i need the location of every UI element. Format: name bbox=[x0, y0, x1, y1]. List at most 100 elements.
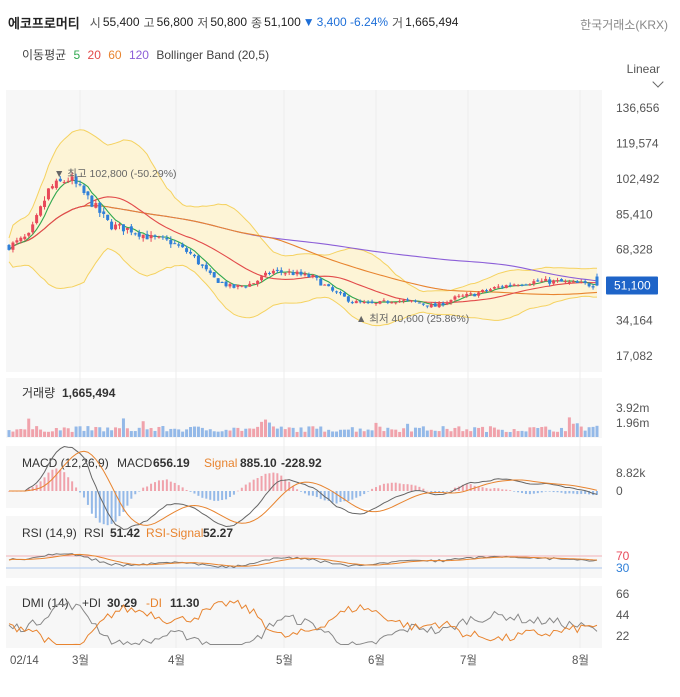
candle-body bbox=[7, 245, 11, 250]
rsi-signal-value: 52.27 bbox=[203, 526, 233, 540]
volume-bar bbox=[370, 430, 374, 437]
candle-body bbox=[342, 292, 346, 297]
macd-hist-bar bbox=[513, 491, 516, 492]
candle-body bbox=[492, 287, 496, 289]
volume-bar bbox=[327, 429, 331, 437]
candle-body bbox=[58, 178, 62, 182]
macd-hist-bar bbox=[477, 486, 480, 491]
volume-bar bbox=[35, 426, 39, 437]
macd-hist-bar bbox=[300, 491, 303, 492]
candle-body bbox=[23, 236, 27, 240]
volume-bar bbox=[31, 429, 35, 437]
macd-hist-bar bbox=[177, 485, 180, 491]
macd-hist-bar bbox=[126, 491, 129, 506]
macd-hist-bar bbox=[331, 491, 334, 503]
volume-bar bbox=[74, 426, 78, 437]
macd-hist-bar bbox=[232, 491, 235, 495]
candle-body bbox=[173, 243, 177, 245]
candle-body bbox=[559, 279, 563, 282]
volume-bar bbox=[50, 431, 54, 437]
candle-body bbox=[540, 280, 544, 282]
volume-bar bbox=[271, 426, 275, 437]
volume-bar bbox=[583, 430, 587, 437]
macd-hist-bar bbox=[43, 477, 46, 491]
volume-bar bbox=[66, 428, 70, 437]
high-label: 고 bbox=[143, 15, 155, 30]
volume-bar bbox=[137, 427, 141, 437]
volume-bar bbox=[394, 429, 398, 437]
volume-value: 1,665,494 bbox=[405, 15, 459, 29]
candle-body bbox=[575, 281, 579, 283]
macd-hist-bar bbox=[327, 491, 330, 501]
scale-dropdown[interactable]: Linear bbox=[627, 62, 664, 88]
macd-hist-bar bbox=[114, 491, 117, 522]
candle-body bbox=[121, 224, 125, 232]
volume-bar bbox=[181, 431, 185, 437]
macd-hist-bar bbox=[517, 491, 520, 493]
macd-hist-bar bbox=[461, 484, 464, 491]
volume-bar bbox=[532, 427, 536, 437]
price-tick-label: 34,164 bbox=[616, 314, 653, 328]
macd-hist-bar bbox=[272, 472, 275, 491]
volume-bar bbox=[117, 428, 121, 437]
volume-bar bbox=[248, 428, 252, 437]
volume-bar bbox=[192, 426, 196, 437]
macd-hist-bar bbox=[426, 490, 429, 492]
volume-bar bbox=[145, 429, 149, 437]
macd-hist-bar bbox=[79, 491, 82, 493]
macd-hist-bar bbox=[465, 484, 468, 491]
x-axis-label: 7월 bbox=[460, 654, 477, 667]
volume-bar bbox=[417, 427, 421, 437]
volume-bar bbox=[548, 429, 552, 437]
volume-bar bbox=[508, 431, 512, 437]
x-axis-label: 6월 bbox=[368, 654, 385, 667]
macd-hist-bar bbox=[31, 487, 34, 491]
macd-hist-bar bbox=[213, 491, 216, 501]
volume-bar bbox=[378, 426, 382, 437]
candle-body bbox=[192, 254, 196, 257]
macd-hist-bar bbox=[90, 491, 93, 514]
macd-hist-bar bbox=[205, 491, 208, 499]
volume-bar bbox=[342, 429, 346, 437]
macd-hist-bar bbox=[568, 491, 571, 494]
volume-title: 거래량 bbox=[22, 386, 55, 400]
candle-body bbox=[94, 203, 98, 208]
candle-body bbox=[552, 280, 556, 284]
volume-bar bbox=[46, 431, 50, 437]
macd-hist-bar bbox=[122, 491, 125, 512]
volume-bar bbox=[477, 427, 481, 437]
volume-bar bbox=[189, 427, 193, 437]
volume-bar bbox=[220, 431, 224, 437]
price-header: 에코프로머티 시 55,400 고 56,800 저 50,800 종 51,100 ▼… bbox=[8, 12, 458, 32]
candle-body bbox=[532, 281, 536, 285]
volume-bar bbox=[232, 427, 236, 437]
candle-body bbox=[35, 215, 39, 224]
macd-hist-bar bbox=[418, 486, 421, 491]
macd-hist-bar bbox=[165, 479, 168, 491]
candle-body bbox=[406, 299, 410, 301]
low-value: 50,800 bbox=[210, 15, 248, 29]
volume-bar bbox=[413, 427, 417, 437]
macd-hist-bar bbox=[319, 491, 322, 499]
volume-bar bbox=[208, 429, 212, 437]
candle-body bbox=[50, 186, 54, 189]
volume-bar bbox=[528, 427, 532, 437]
candle-body bbox=[291, 272, 295, 275]
candle-body bbox=[417, 302, 421, 304]
macd-hist-bar bbox=[560, 491, 563, 493]
rsi-signal-label: RSI-Signal bbox=[146, 526, 203, 540]
rsi-label: RSI bbox=[84, 526, 104, 540]
dmi-minus-line bbox=[8, 599, 598, 646]
candle-body bbox=[591, 286, 595, 288]
bollinger-label: Bollinger Band (20,5) bbox=[156, 48, 270, 62]
candle-body bbox=[362, 301, 366, 303]
candle-body bbox=[216, 278, 220, 283]
candle-body bbox=[350, 302, 354, 304]
volume-bar bbox=[567, 417, 571, 437]
volume-bar bbox=[473, 427, 477, 437]
volume-bar bbox=[224, 429, 228, 437]
candle-body bbox=[279, 270, 283, 273]
candle-body bbox=[39, 206, 43, 216]
volume-bar bbox=[524, 431, 528, 437]
